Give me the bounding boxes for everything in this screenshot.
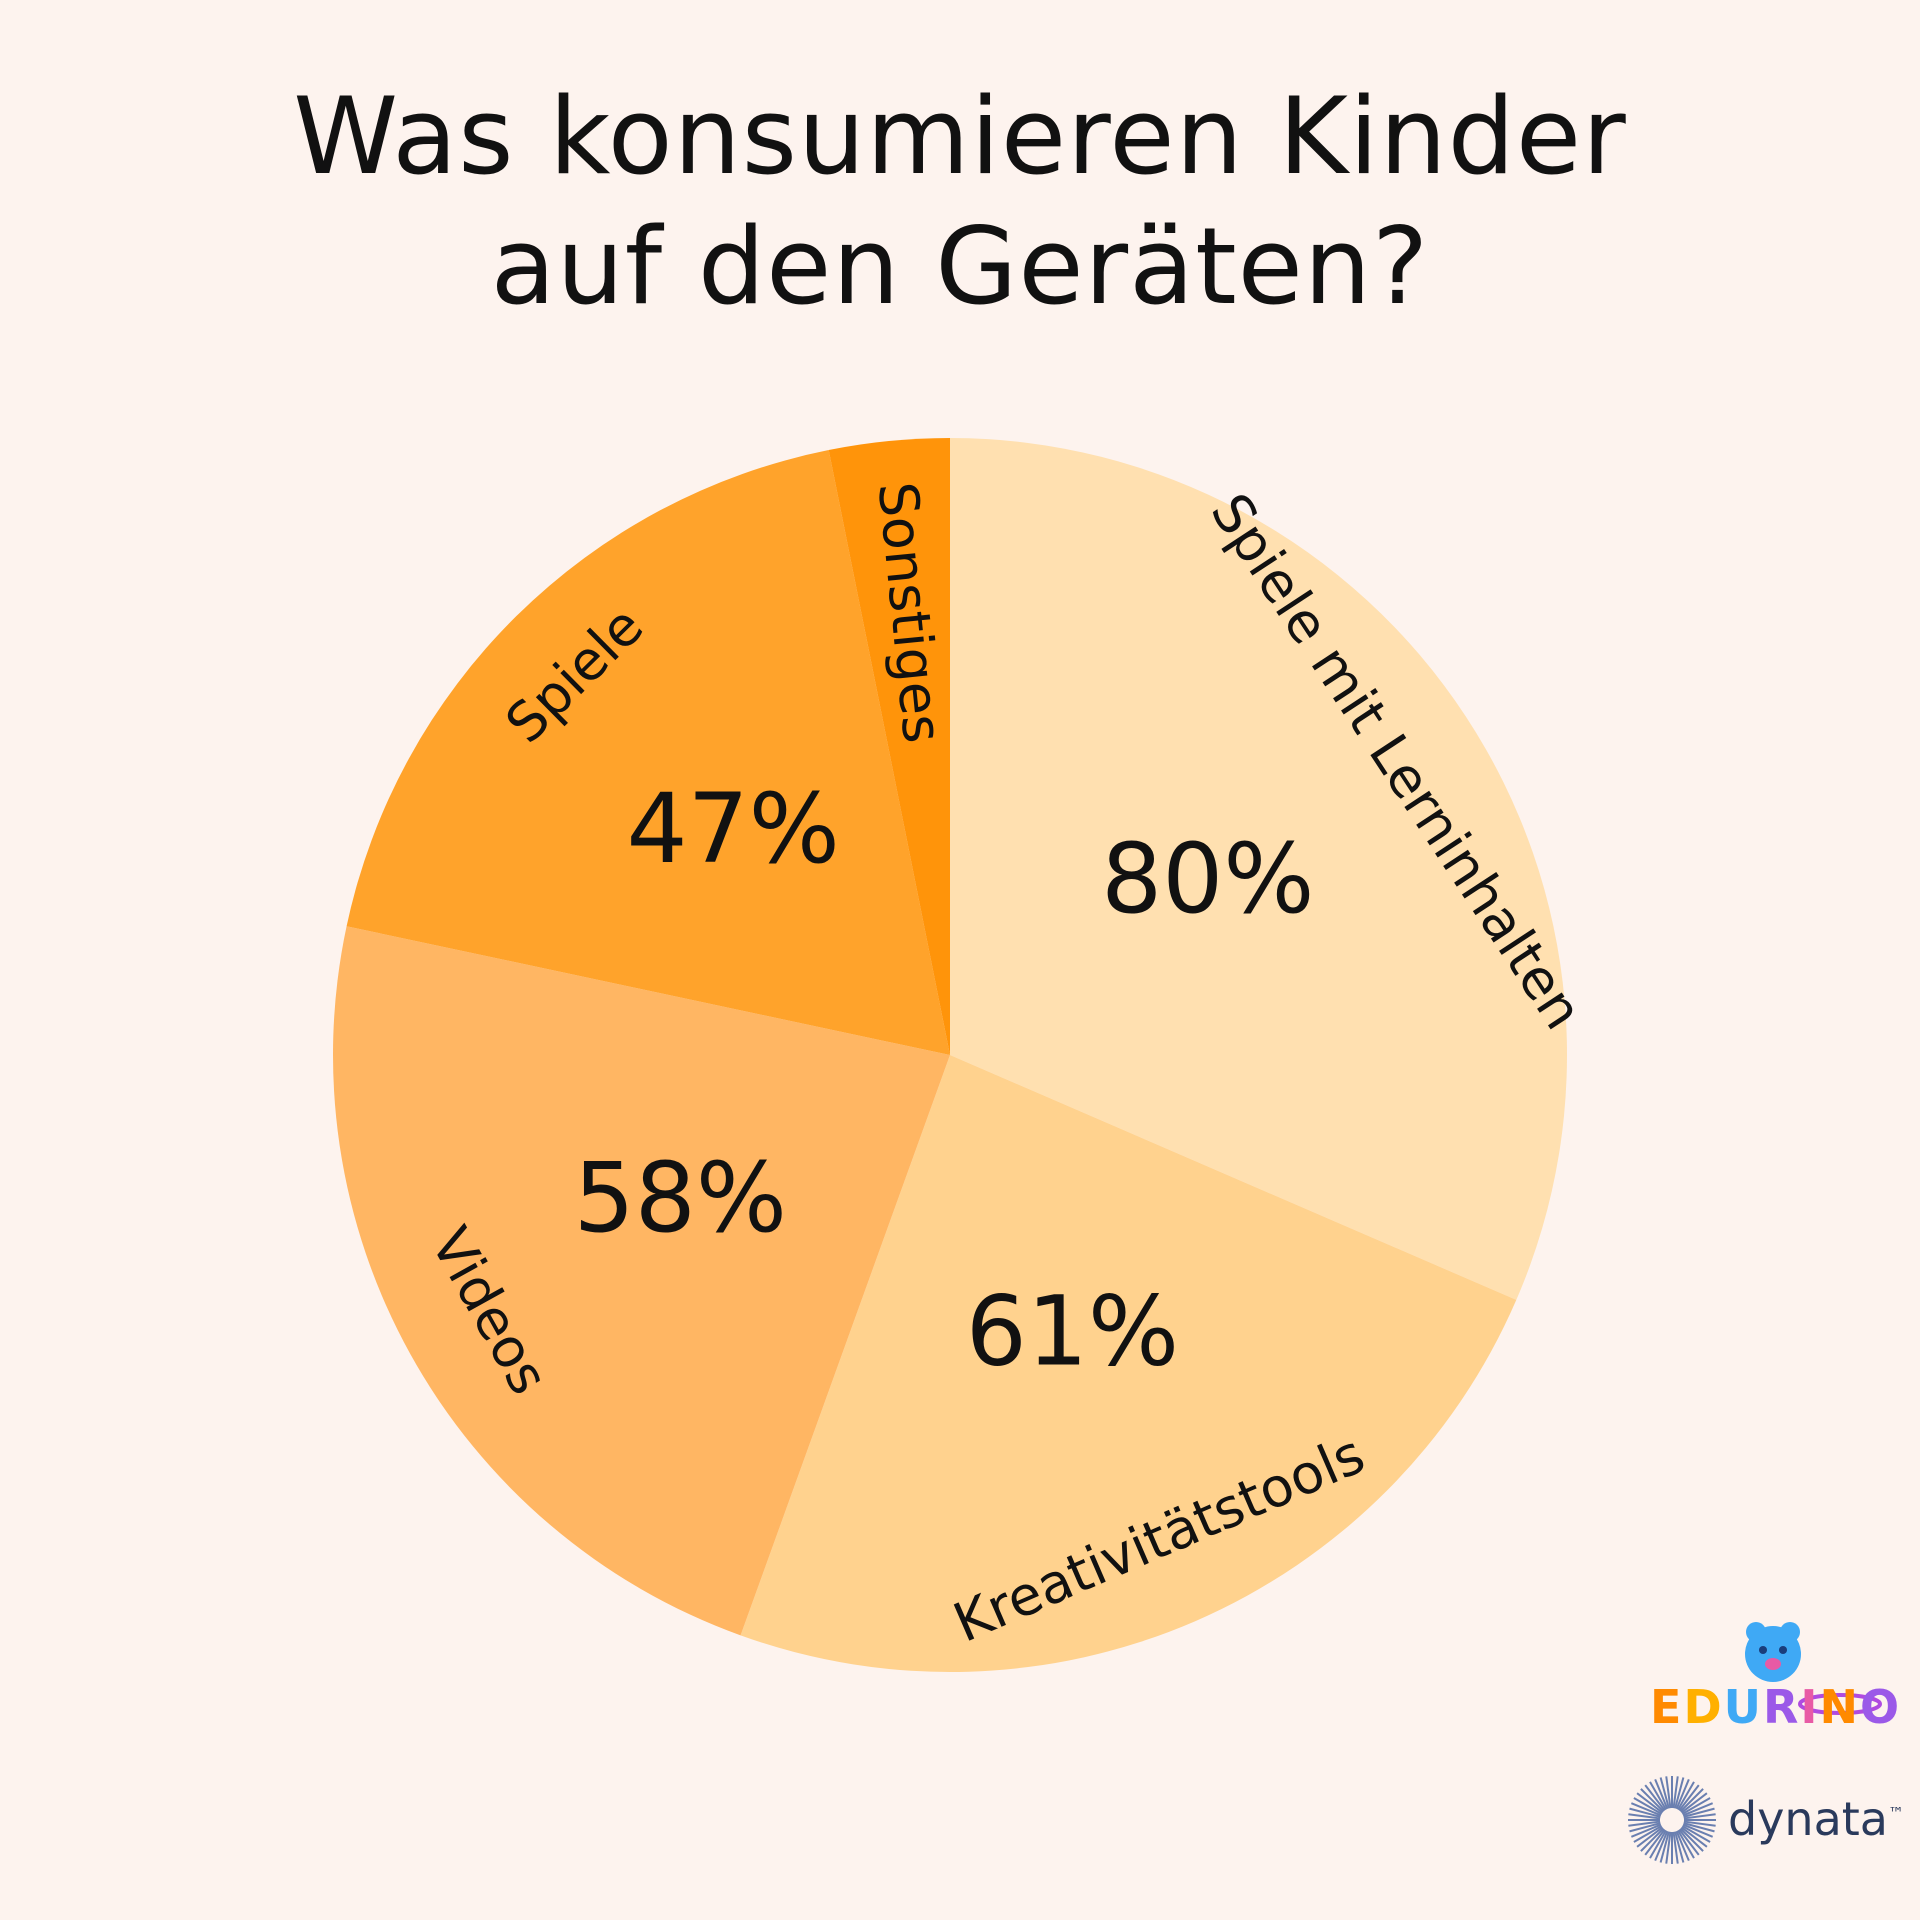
edurino-letter: N	[1819, 1680, 1861, 1734]
edurino-letter: U	[1723, 1680, 1763, 1734]
edurino-wordmark: EDURINO	[1650, 1680, 1901, 1734]
pie-slice-kreativitaetstools	[740, 1055, 1517, 1672]
dynata-wordmark: dynata™	[1728, 1792, 1904, 1846]
pie-slice-videos	[333, 926, 950, 1636]
pie-value-videos: 58%	[574, 1142, 787, 1254]
chart-title-line-1: Was konsumieren Kinder	[293, 75, 1627, 198]
edurino-letter: E	[1650, 1680, 1684, 1734]
edurino-letter: O	[1860, 1680, 1902, 1734]
pie-slice-spiele-mit-lerninhalten	[950, 438, 1567, 1300]
dynata-logo: dynata™	[1624, 1772, 1904, 1868]
pie-value-spiele-mit-lerninhalten: 80%	[1101, 823, 1314, 935]
dynata-name: dynata	[1728, 1792, 1888, 1846]
edurino-logo: EDURINO	[1650, 1618, 1899, 1738]
pie-slice-spiele	[346, 450, 951, 1055]
edurino-letter: I	[1800, 1680, 1820, 1734]
edurino-letter: D	[1683, 1680, 1724, 1734]
pie-value-kreativitaetstools: 61%	[966, 1276, 1179, 1388]
chart-title-line-2: auf den Geräten?	[490, 205, 1430, 328]
chart-title: Was konsumieren Kinder auf den Geräten?	[0, 72, 1920, 332]
pie-slices	[333, 438, 1567, 1672]
dynata-burst-icon	[1628, 1776, 1716, 1864]
edurino-letter: R	[1762, 1680, 1801, 1734]
pie-value-spiele: 47%	[627, 773, 840, 885]
pie-slice-sonstiges	[828, 438, 950, 1055]
edurino-mascot-icon	[1745, 1622, 1882, 1715]
dynata-trademark: ™	[1888, 1803, 1904, 1823]
